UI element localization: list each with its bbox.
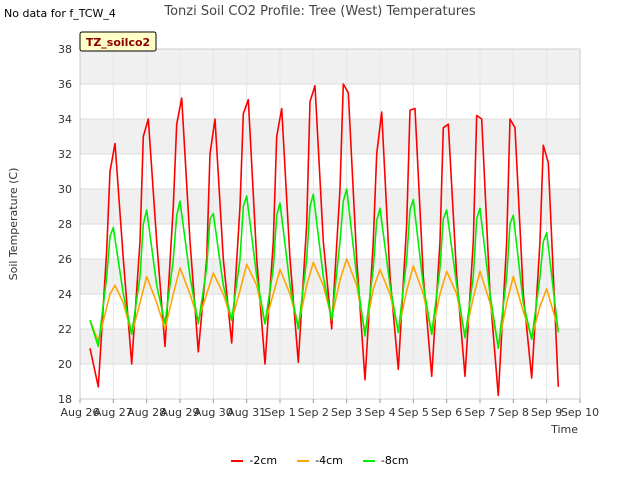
badge: TZ_soilco2 xyxy=(79,31,157,52)
plot-band xyxy=(80,259,580,294)
x-tick-label: Sep 1 xyxy=(264,406,295,419)
legend-swatch xyxy=(362,460,375,462)
x-axis-label: Time xyxy=(550,423,578,436)
x-tick-label: Sep 8 xyxy=(498,406,529,419)
x-tick-label: Sep 2 xyxy=(298,406,329,419)
y-tick-label: 24 xyxy=(58,288,72,301)
plot-band xyxy=(80,49,580,84)
series-line-2cm xyxy=(89,83,560,397)
y-ticks: 18 20 22 24 26 28 30 32 34 36 38 xyxy=(58,43,72,406)
y-tick-label: 34 xyxy=(58,113,72,126)
legend: -2cm -4cm -8cm xyxy=(0,454,640,467)
y-tick-label: 20 xyxy=(58,358,72,371)
legend-swatch xyxy=(231,460,244,462)
legend-item: -2cm xyxy=(231,454,277,467)
badge-label: TZ_soilco2 xyxy=(86,36,150,49)
y-tick-label: 32 xyxy=(58,148,72,161)
plot-band xyxy=(80,189,580,224)
chart-title: Tonzi Soil CO2 Profile: Tree (West) Temp… xyxy=(164,4,476,19)
y-tick-label: 22 xyxy=(58,323,72,336)
series-line-8cm xyxy=(89,188,560,350)
y-tick-label: 26 xyxy=(58,253,72,266)
no-data-notice: No data for f_TCW_4 xyxy=(4,7,116,20)
x-tick-label: Sep 6 xyxy=(431,406,462,419)
plot-band xyxy=(80,329,580,364)
plot-frame xyxy=(79,48,581,400)
series-line-4cm xyxy=(89,258,560,348)
x-tick-label: Aug 29 xyxy=(161,406,200,419)
y-tick-label: 28 xyxy=(58,218,72,231)
x-tick-label: Aug 28 xyxy=(127,406,166,419)
x-tick-label: Aug 30 xyxy=(194,406,233,419)
y-axis-label: Soil Temperature (C) xyxy=(7,168,20,281)
x-tick-label: Sep 10 xyxy=(561,406,599,419)
x-tick-label: Sep 7 xyxy=(464,406,495,419)
series-lines xyxy=(89,83,560,397)
x-tick-label: Sep 3 xyxy=(331,406,362,419)
y-tick-label: 36 xyxy=(58,78,72,91)
plot-bands xyxy=(80,49,580,364)
y-tick-label: 38 xyxy=(58,43,72,56)
x-tick-label: Sep 4 xyxy=(364,406,395,419)
y-tick-label: 18 xyxy=(58,393,72,406)
x-tick-label: Aug 26 xyxy=(61,406,100,419)
legend-label: -4cm xyxy=(315,454,343,467)
legend-label: -2cm xyxy=(249,454,278,467)
legend-label: -8cm xyxy=(380,454,409,467)
x-tick-label: Sep 9 xyxy=(531,406,562,419)
plot-band xyxy=(80,119,580,154)
x-tick-label: Aug 27 xyxy=(94,406,133,419)
legend-item: -4cm xyxy=(297,454,343,467)
legend-swatch xyxy=(297,460,310,462)
legend-item: -8cm xyxy=(362,454,409,467)
x-tick-label: Sep 5 xyxy=(398,406,429,419)
y-tick-label: 30 xyxy=(58,183,72,196)
x-tick-label: Aug 31 xyxy=(227,406,266,419)
